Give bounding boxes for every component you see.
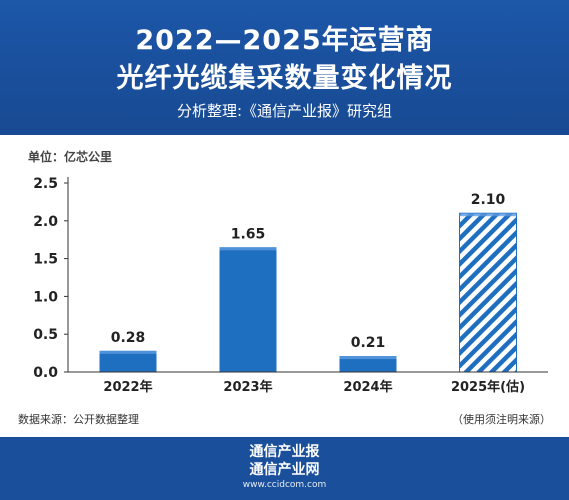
data-label: 1.65 [231, 226, 266, 242]
x-tick-label: 2024年 [343, 379, 392, 395]
data-label: 2.10 [471, 192, 506, 208]
subtitle: 分析整理:《通信产业报》研究组 [176, 102, 393, 120]
bar-top-highlight [339, 356, 397, 360]
x-tick-label: 2022年 [103, 379, 152, 395]
bar [339, 356, 397, 372]
x-tick-label: 2023年 [223, 379, 272, 395]
y-tick-label: 0.5 [33, 327, 58, 343]
bar-top-highlight [219, 247, 277, 251]
x-tick-label: 2025年(估) [451, 379, 525, 395]
title-line-2: 光纤光缆集采数量变化情况 [116, 63, 453, 94]
y-tick-label: 2.5 [33, 176, 58, 192]
footer-banner: 通信产业报 通信产业网 www.ccidcom.com [0, 437, 569, 500]
chart-area: 单位：亿芯公里 0.0 0.5 1.0 1.5 2.0 2.5 0.28 1.65 0.21 2… [0, 135, 569, 437]
data-label: 0.21 [351, 335, 386, 351]
site-url: www.ccidcom.com [242, 480, 327, 490]
unit-label: 单位：亿芯公里 [28, 149, 112, 164]
y-tick-label: 2.0 [33, 214, 58, 230]
y-axis: 0.0 0.5 1.0 1.5 2.0 2.5 [33, 176, 69, 381]
x-axis: 2022年 2023年 2024年 2025年(估) [68, 371, 548, 395]
y-tick-label: 1.0 [33, 289, 58, 305]
y-tick-label: 1.5 [33, 252, 58, 268]
bar-estimated [459, 212, 517, 373]
bar [219, 247, 277, 372]
bars: 0.28 1.65 0.21 2.10 [99, 192, 517, 373]
bar-top-highlight [459, 213, 517, 217]
header-banner: 2022—2025年运营商 光纤光缆集采数量变化情况 分析整理:《通信产业报》研… [0, 0, 569, 135]
brand-web-name: 通信产业网 [249, 462, 320, 478]
title-line-1: 2022—2025年运营商 [135, 25, 434, 56]
bar-top-highlight [99, 350, 157, 354]
bar-chart: 单位：亿芯公里 0.0 0.5 1.0 1.5 2.0 2.5 0.28 1.65 0.21 2… [28, 149, 548, 395]
bar [99, 350, 157, 372]
source-note: 数据来源：公开数据整理 [18, 413, 139, 426]
credit-note: （使用须注明来源） [452, 413, 551, 426]
y-tick-label: 0.0 [33, 365, 58, 381]
data-label: 0.28 [111, 330, 146, 346]
brand-name: 通信产业报 [249, 444, 320, 460]
